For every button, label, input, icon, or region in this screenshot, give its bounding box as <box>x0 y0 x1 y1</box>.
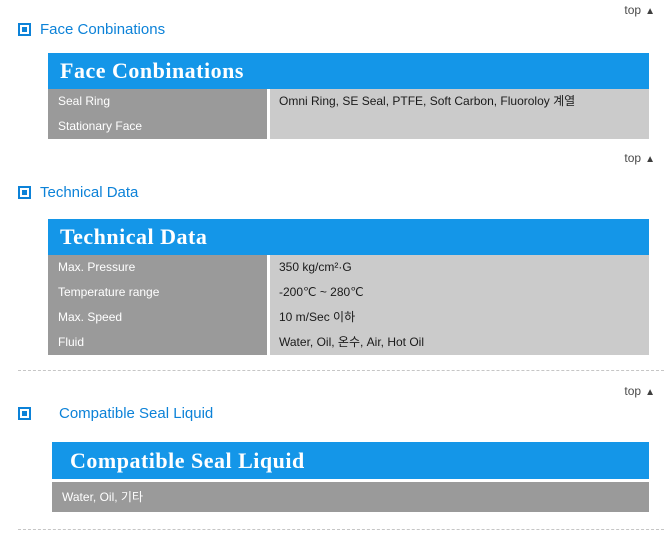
compatible-seal-liquid-table: Compatible Seal Liquid Water, Oil, 기타 <box>52 442 649 512</box>
section-heading-compatible-seal-liquid: Compatible Seal Liquid <box>18 404 664 422</box>
section-heading-technical-data: Technical Data <box>18 183 664 201</box>
bullet-square-icon <box>18 406 31 420</box>
table-header: Face Conbinations <box>48 53 649 89</box>
label-column: Max. Pressure Temperature range Max. Spe… <box>48 255 267 355</box>
table-body: Seal Ring Stationary Face Omni Ring, SE … <box>48 89 649 139</box>
row-label: Water, Oil, 기타 <box>52 482 649 512</box>
top-link-label: top <box>624 384 642 398</box>
label-column: Seal Ring Stationary Face <box>48 89 267 139</box>
row-value: 350 kg/cm²·G <box>279 260 352 274</box>
bullet-square-icon <box>18 22 31 36</box>
table-header: Technical Data <box>48 219 649 255</box>
section-heading-label: Compatible Seal Liquid <box>59 404 214 422</box>
section-heading-face-combinations: Face Conbinations <box>18 20 664 38</box>
row-value: 10 m/Sec 이하 <box>279 310 356 324</box>
value-column: 350 kg/cm²·G -200℃ ~ 280℃ 10 m/Sec 이하 Wa… <box>270 255 649 355</box>
top-link-row: top ▲ <box>0 149 664 165</box>
table-body: Max. Pressure Temperature range Max. Spe… <box>48 255 649 355</box>
row-value: Water, Oil, 온수, Air, Hot Oil <box>279 335 424 349</box>
top-link[interactable]: top ▲ <box>624 151 655 165</box>
top-link-row: top ▲ <box>0 1 664 17</box>
up-arrow-icon: ▲ <box>645 6 655 17</box>
section-heading-label: Face Conbinations <box>40 20 166 38</box>
technical-data-table: Technical Data Max. Pressure Temperature… <box>48 219 649 355</box>
top-link[interactable]: top ▲ <box>624 3 655 17</box>
dashed-divider <box>18 370 664 371</box>
row-label: Seal Ring <box>58 94 111 108</box>
value-column: Omni Ring, SE Seal, PTFE, Soft Carbon, F… <box>270 89 649 139</box>
top-link-row: top ▲ <box>0 382 664 398</box>
face-combinations-table: Face Conbinations Seal Ring Stationary F… <box>48 53 649 139</box>
row-value <box>270 114 649 139</box>
top-link[interactable]: top ▲ <box>624 384 655 398</box>
up-arrow-icon: ▲ <box>645 154 655 165</box>
row-label: Fluid <box>58 335 85 349</box>
table-header: Compatible Seal Liquid <box>52 442 649 479</box>
row-label: Max. Speed <box>58 310 123 324</box>
row-label: Max. Pressure <box>58 260 136 274</box>
top-link-label: top <box>624 151 642 165</box>
up-arrow-icon: ▲ <box>645 387 655 398</box>
section-heading-label: Technical Data <box>40 183 139 201</box>
row-label: Temperature range <box>58 285 160 299</box>
dashed-divider <box>18 529 664 530</box>
bullet-square-icon <box>18 185 31 199</box>
row-value: -200℃ ~ 280℃ <box>279 285 364 299</box>
row-label: Stationary Face <box>58 119 143 133</box>
top-link-label: top <box>624 3 642 17</box>
row-value: Omni Ring, SE Seal, PTFE, Soft Carbon, F… <box>279 94 576 108</box>
